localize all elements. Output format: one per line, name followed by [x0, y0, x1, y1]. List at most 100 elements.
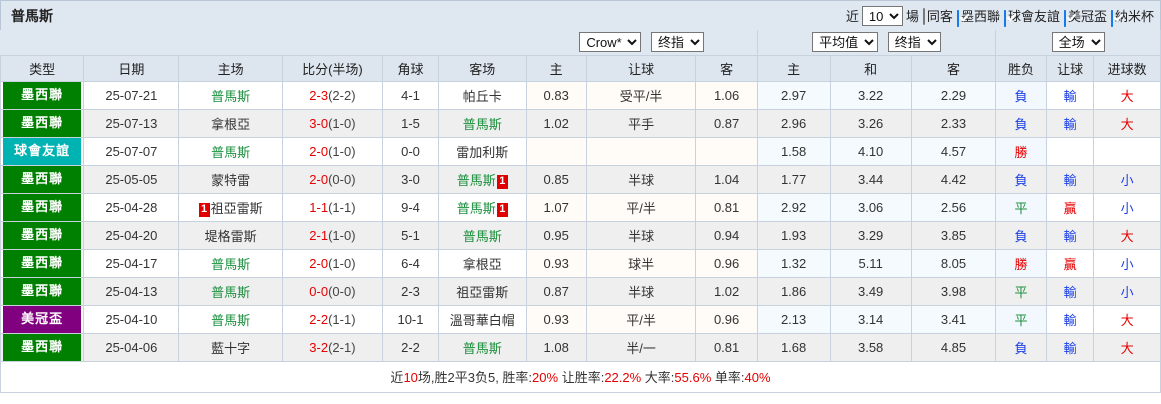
col-score: 比分(半场): [281, 54, 384, 82]
scope-select[interactable]: 全场: [1051, 32, 1105, 53]
table-row[interactable]: 墨西聯 25-07-13 拿根亞 3-0(1-0) 1-5 普馬斯 1.02 平手 0.87 2.…: [0, 108, 1161, 138]
table-row[interactable]: 墨西聯 25-04-28 1 祖亞雷斯 1-1(1-1) 9-4 普馬斯 1 1.07 平/半 0.…: [0, 192, 1161, 222]
cell-eu-away: 4.85: [910, 332, 997, 362]
selector-row: Crow* 终指 平均值 终指 全场: [0, 30, 1161, 56]
league-badge: 墨西聯: [3, 334, 82, 360]
result-ou: 小: [1120, 172, 1134, 188]
team-name: 拿根亞: [462, 256, 502, 272]
cell-corner: 9-4: [382, 192, 439, 222]
summary-text: 近10场,胜2平3负5, 胜率:20% 让胜率:22.2% 大率:55.6% 单…: [390, 370, 770, 385]
full-time-score: 3-2: [309, 339, 329, 355]
summary-part-0: 近: [390, 369, 404, 385]
team-name: 普馬斯: [211, 88, 251, 104]
cell-corner: 3-0: [382, 164, 439, 194]
league-badge: 墨西聯: [3, 222, 82, 248]
summary-part-4: 让胜率:: [558, 369, 605, 385]
cell-away: 拿根亞: [437, 248, 527, 278]
cell-type: 墨西聯: [0, 164, 85, 194]
cell-away: 溫哥華白帽: [437, 304, 527, 334]
cell-type: 墨西聯: [0, 108, 85, 138]
league-checkbox-0[interactable]: [956, 9, 959, 27]
col-ah-home: 主: [525, 54, 587, 82]
table-row[interactable]: 墨西聯 25-05-05 蒙特雷 2-0(0-0) 3-0 普馬斯 1 0.85 半球 1.04 1…: [0, 164, 1161, 194]
cell-home: 普馬斯: [178, 276, 283, 306]
team-name: 溫哥華白帽: [449, 312, 515, 328]
result-ah: 贏: [1063, 256, 1077, 272]
cell-ah-home: 0.87: [525, 276, 587, 306]
cell-date: 25-04-13: [83, 276, 180, 306]
table-row[interactable]: 球會友誼 25-07-07 普馬斯 2-0(1-0) 0-0 雷加利斯 1.58 4.10 4.…: [0, 136, 1161, 166]
cell-eu-home: 1.58: [756, 136, 831, 166]
cell-result-ou: 小: [1093, 248, 1161, 278]
team-name: 普馬斯: [462, 340, 502, 356]
result-ah: 輸: [1063, 312, 1077, 328]
team-name: 普馬斯: [462, 228, 502, 244]
cell-score: 2-0(0-0): [281, 164, 384, 194]
result-ah: 輸: [1063, 116, 1077, 132]
same-venue-checkbox[interactable]: [922, 8, 925, 25]
league-checkbox-1[interactable]: [1003, 9, 1006, 27]
league-badge: 美冠盃: [3, 306, 82, 332]
result-ah: 輸: [1063, 228, 1077, 244]
cell-result-ah: 贏: [1045, 192, 1095, 222]
cell-eu-home: 2.13: [756, 304, 831, 334]
recent-count-select[interactable]: 10: [861, 5, 903, 26]
cell-ah-away: 1.04: [695, 164, 758, 194]
cell-ah-line: 半/一: [585, 332, 697, 362]
handicap-stage-select[interactable]: 终指: [650, 32, 704, 53]
cell-home: 堤格雷斯: [178, 220, 283, 250]
cell-type: 墨西聯: [0, 276, 85, 306]
cell-result-ah: 輸: [1045, 164, 1095, 194]
match-history-table: Crow* 终指 平均值 终指 全场 类型: [0, 30, 1161, 362]
cell-home: 拿根亞: [178, 108, 283, 138]
red-card-badge: 1: [198, 202, 210, 217]
league-label-2: 美冠盃: [1067, 8, 1107, 24]
league-checkbox-2[interactable]: [1063, 9, 1066, 27]
cell-type: 墨西聯: [0, 220, 85, 250]
result-ou: 小: [1120, 200, 1134, 216]
cell-ah-home: 0.83: [525, 80, 587, 110]
cell-eu-away: 2.33: [910, 108, 997, 138]
cell-ah-home: 0.85: [525, 164, 587, 194]
cell-eu-away: 3.41: [910, 304, 997, 334]
table-row[interactable]: 墨西聯 25-04-20 堤格雷斯 2-1(1-0) 5-1 普馬斯 0.95 半球 0.94 1…: [0, 220, 1161, 250]
cell-ah-line: 平手: [585, 108, 697, 138]
cell-score: 2-2(1-1): [281, 304, 384, 334]
cell-result-wdl: 勝: [995, 248, 1047, 278]
table-row[interactable]: 墨西聯 25-04-06 藍十字 3-2(2-1) 2-2 普馬斯 1.08 半/一 0.81 1…: [0, 332, 1161, 362]
summary-footer: 近10场,胜2平3负5, 胜率:20% 让胜率:22.2% 大率:55.6% 单…: [0, 361, 1161, 393]
team-name: 普馬斯: [462, 116, 502, 132]
result-ah: 贏: [1063, 200, 1077, 216]
summary-part-1: 10: [403, 369, 418, 385]
table-row[interactable]: 墨西聯 25-04-13 普馬斯 0-0(0-0) 2-3 祖亞雷斯 0.87 半球 1.02 1…: [0, 276, 1161, 306]
cell-eu-home: 1.93: [756, 220, 831, 250]
cell-ah-away: 0.94: [695, 220, 758, 250]
cell-eu-draw: 3.49: [829, 276, 912, 306]
result-wdl: 平: [1014, 200, 1028, 216]
cell-result-ah: 輸: [1045, 332, 1095, 362]
result-ou: 大: [1120, 340, 1134, 356]
cell-result-wdl: 平: [995, 192, 1047, 222]
average-select[interactable]: 平均值: [812, 32, 879, 53]
average-stage-select[interactable]: 终指: [887, 32, 941, 53]
league-checkbox-3[interactable]: [1110, 9, 1113, 27]
table-row[interactable]: 墨西聯 25-04-17 普馬斯 2-0(1-0) 6-4 拿根亞 0.93 球半 0.96 1.…: [0, 248, 1161, 278]
table-row[interactable]: 墨西聯 25-07-21 普馬斯 2-3(2-2) 4-1 帕丘卡 0.83 受平/半 1.06…: [0, 80, 1161, 110]
summary-part-2: 场,胜2平3负5, 胜率:: [417, 369, 533, 385]
cell-result-ah: 輸: [1045, 276, 1095, 306]
cell-eu-away: 4.42: [910, 164, 997, 194]
europe-selectors-cell: 平均值 终指: [756, 30, 997, 56]
odds-company-select[interactable]: Crow*: [579, 32, 642, 53]
table-row[interactable]: 美冠盃 25-04-10 普馬斯 2-2(1-1) 10-1 溫哥華白帽 0.93 平/半 0.…: [0, 304, 1161, 334]
result-ou: 小: [1120, 256, 1134, 272]
team-name: 祖亞雷斯: [456, 284, 509, 300]
cell-result-wdl: 平: [995, 304, 1047, 334]
cell-ah-away: 1.02: [695, 276, 758, 306]
cell-result-ah: 贏: [1045, 248, 1095, 278]
cell-eu-draw: 5.11: [829, 248, 912, 278]
cell-ah-line: 平/半: [585, 304, 697, 334]
recent-label: 近: [845, 9, 859, 24]
cell-score: 0-0(0-0): [281, 276, 384, 306]
result-ah: 輸: [1063, 284, 1077, 300]
cell-home: 普馬斯: [178, 80, 283, 110]
